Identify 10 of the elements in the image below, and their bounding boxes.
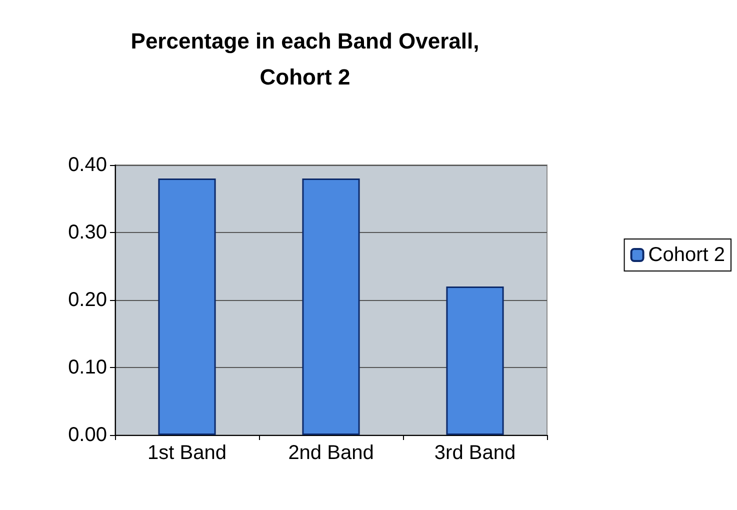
x-tick-label: 2nd Band [288, 442, 374, 464]
x-tick-label: 3rd Band [434, 442, 516, 464]
y-tick-label: 0.10 [68, 356, 107, 378]
y-tick-label: 0.00 [68, 424, 107, 446]
y-tick-label: 0.40 [68, 154, 107, 176]
chart-title: Percentage in each Band Overall, Cohort 2 [130, 28, 480, 90]
y-tick-label: 0.20 [68, 289, 107, 311]
x-tick-label: 1st Band [148, 442, 226, 464]
legend-label: Cohort 2 [648, 244, 726, 266]
y-tick-label: 0.30 [68, 222, 107, 244]
